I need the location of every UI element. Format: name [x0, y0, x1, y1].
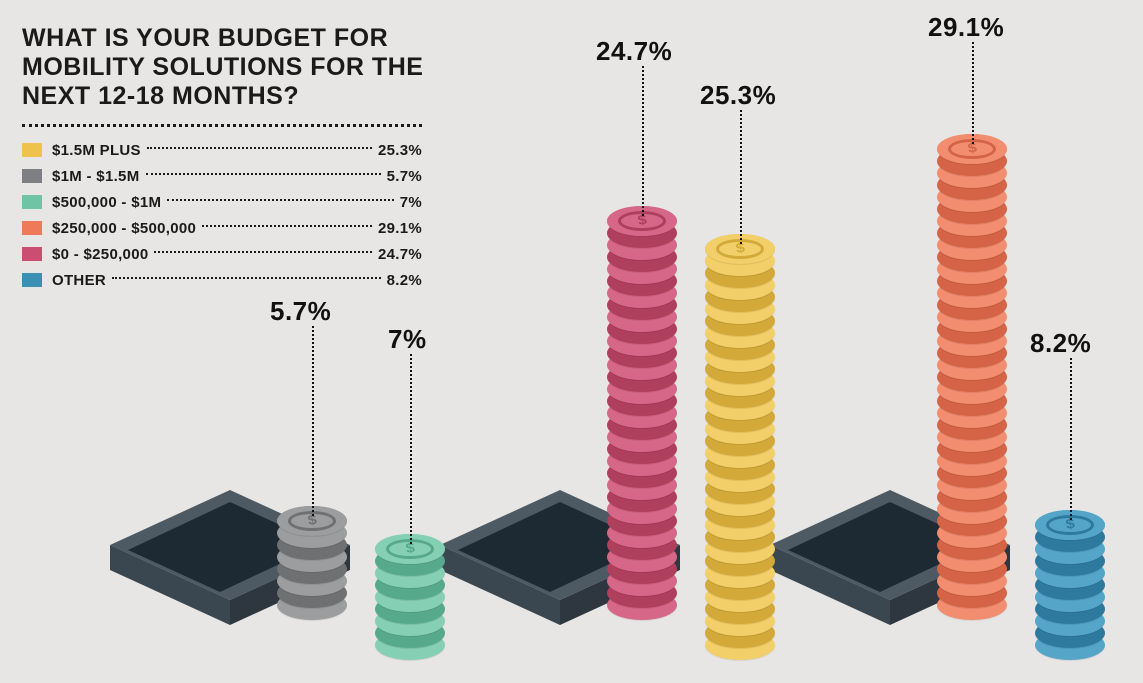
leader-line — [740, 110, 742, 244]
column: $ — [937, 0, 1007, 683]
chart-stage: $5.7%$7%$24.7%$25.3%$29.1%$8.2% — [0, 0, 1143, 683]
value-label: 25.3% — [700, 80, 776, 111]
leader-line — [642, 66, 644, 216]
value-label: 29.1% — [928, 12, 1004, 43]
column: $ — [607, 0, 677, 683]
leader-line — [410, 354, 412, 544]
leader-line — [312, 326, 314, 516]
column: $ — [277, 0, 347, 683]
value-label: 7% — [388, 324, 427, 355]
value-label: 5.7% — [270, 296, 331, 327]
value-label: 24.7% — [596, 36, 672, 67]
value-label: 8.2% — [1030, 328, 1091, 359]
leader-line — [972, 42, 974, 144]
leader-line — [1070, 358, 1072, 520]
